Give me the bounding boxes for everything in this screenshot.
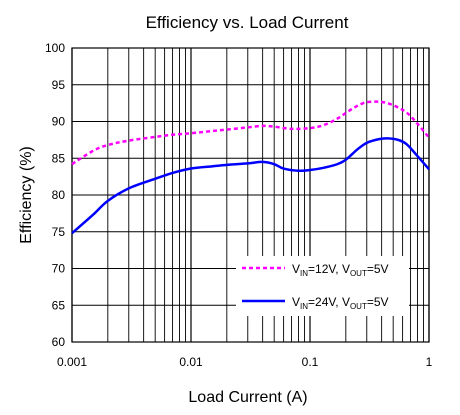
y-tick-label: 60 [52, 335, 66, 349]
legend-background [236, 256, 409, 316]
y-tick-label: 100 [45, 41, 65, 55]
series-line-1 [71, 137, 430, 235]
y-tick-label: 70 [52, 262, 66, 276]
y-tick-label: 75 [52, 225, 66, 239]
legend-label-vin-24v: VIN=24V, VOUT=5V [292, 295, 389, 311]
y-tick-label: 85 [52, 151, 66, 165]
x-tick-label: 0.1 [302, 355, 319, 369]
series-layer [71, 100, 430, 235]
y-tick-label: 90 [52, 115, 66, 129]
y-tick-labels: 100 95 90 85 80 75 70 65 60 [45, 41, 65, 349]
y-tick-label: 80 [52, 188, 66, 202]
y-tick-label: 65 [52, 298, 66, 312]
chart-title: Efficiency vs. Load Current [146, 13, 349, 32]
plot-frame [71, 47, 430, 343]
series-line-0 [71, 100, 430, 166]
x-tick-label: 0.01 [179, 355, 203, 369]
y-axis-label: Efficiency (%) [18, 146, 35, 244]
x-tick-labels: 0.001 0.01 0.1 1 [57, 355, 433, 369]
legend: VIN=12V, VOUT=5V VIN=24V, VOUT=5V [236, 256, 409, 316]
x-tick-label: 0.001 [57, 355, 87, 369]
legend-label-vin-12v: VIN=12V, VOUT=5V [292, 262, 389, 278]
x-axis-label: Load Current (A) [188, 389, 307, 406]
y-tick-label: 95 [52, 78, 66, 92]
x-tick-label: 1 [426, 355, 433, 369]
